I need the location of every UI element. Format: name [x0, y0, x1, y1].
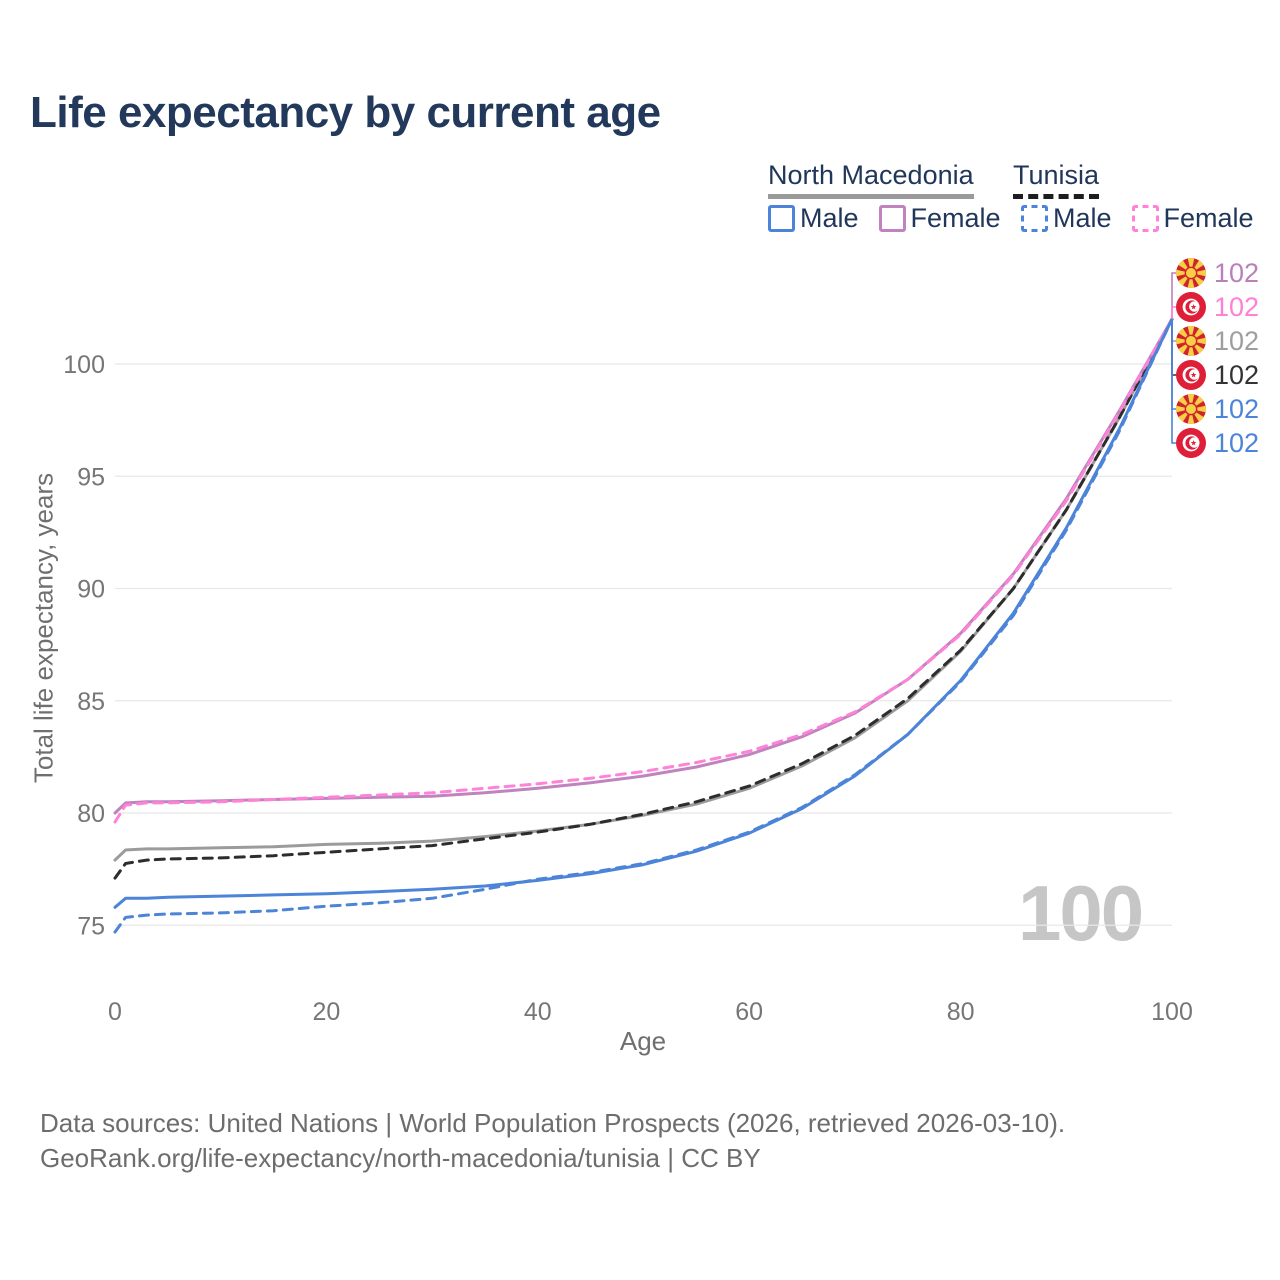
svg-text:85: 85 [77, 688, 105, 716]
legend-swatch-nm-female[interactable] [878, 205, 906, 232]
svg-text:100: 100 [1151, 998, 1193, 1026]
legend-label-tn-female[interactable]: Female [1163, 203, 1254, 233]
watermark-age-100: 100 [1018, 869, 1144, 957]
legend-group-tunisia: Tunisia [1013, 160, 1100, 199]
end-value-tn-overall: 102 [1214, 360, 1260, 390]
end-labels: 102 102 102 102 102 102 [1176, 256, 1259, 460]
legend-label-tn-male[interactable]: Male [1053, 203, 1112, 233]
data-sources-note: Data sources: United Nations | World Pop… [40, 1108, 1066, 1138]
flag-north-macedonia-icon [1176, 258, 1206, 288]
svg-text:95: 95 [77, 463, 105, 491]
legend-items-north-macedonia: Male Female [768, 203, 1021, 234]
end-label-row-nm-overall: 102 [1176, 324, 1259, 358]
legend-label-nm-female[interactable]: Female [910, 203, 1001, 233]
end-value-nm-male: 102 [1214, 394, 1260, 424]
end-label-row-tn-male: 102 [1176, 426, 1259, 460]
end-label-row-nm-male: 102 [1176, 392, 1259, 426]
end-value-nm-female: 102 [1214, 258, 1260, 288]
flag-tunisia-icon [1176, 428, 1206, 458]
x-axis-title: Age [619, 1026, 667, 1056]
svg-text:60: 60 [735, 998, 763, 1026]
legend-swatch-tn-male[interactable] [1021, 205, 1048, 232]
page-title: Life expectancy by current age [30, 88, 661, 137]
svg-text:100: 100 [63, 351, 105, 379]
svg-text:75: 75 [77, 912, 105, 940]
end-label-row-tn-female: 102 [1176, 290, 1259, 324]
attribution-link[interactable]: GeoRank.org/life-expectancy/north-macedo… [40, 1143, 761, 1173]
legend-swatch-tn-female[interactable] [1131, 205, 1159, 232]
svg-text:80: 80 [77, 800, 105, 828]
end-label-row-tn-overall: 102 [1176, 358, 1259, 392]
legend-group-north-macedonia: North Macedonia [768, 160, 974, 199]
svg-text:40: 40 [524, 998, 552, 1026]
flag-north-macedonia-icon [1176, 394, 1206, 424]
svg-text:90: 90 [77, 576, 105, 604]
legend-items-tunisia: Male Female [1021, 203, 1274, 234]
y-axis-title: Total life expectancy, years [28, 472, 59, 784]
legend-swatch-nm-male[interactable] [768, 205, 795, 232]
flag-tunisia-icon [1176, 292, 1206, 322]
end-value-tn-male: 102 [1214, 428, 1260, 458]
end-value-tn-female: 102 [1214, 292, 1260, 322]
flag-north-macedonia-icon [1176, 326, 1206, 356]
flag-tunisia-icon [1176, 360, 1206, 390]
svg-text:20: 20 [312, 998, 340, 1026]
svg-text:0: 0 [108, 998, 122, 1026]
end-value-nm-overall: 102 [1214, 326, 1260, 356]
legend-label-nm-male[interactable]: Male [800, 203, 859, 233]
svg-text:80: 80 [947, 998, 975, 1026]
end-label-row-nm-female: 102 [1176, 256, 1259, 290]
